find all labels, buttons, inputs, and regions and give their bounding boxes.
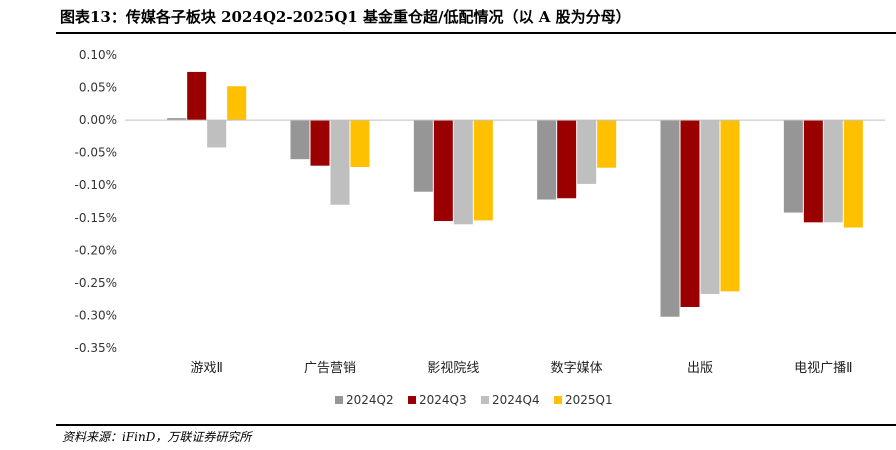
y-tick-label: -0.30% [75, 308, 117, 322]
bar-2024Q4 [577, 120, 597, 184]
category-label: 数字媒体 [551, 361, 603, 376]
bar-2025Q1 [720, 120, 740, 292]
bar-2024Q4 [207, 120, 227, 148]
y-tick-label: 0.10% [79, 48, 117, 62]
legend-label: 2025Q1 [565, 393, 613, 407]
category-label: 出版 [687, 361, 713, 376]
source-note: 资料来源：iFinD，万联证券研究所 [62, 430, 252, 444]
y-tick-label: 0.05% [79, 81, 117, 95]
bar-2024Q4 [453, 120, 473, 225]
legend-swatch [335, 396, 343, 404]
bars [167, 71, 863, 317]
y-tick-label: -0.20% [75, 243, 117, 257]
bar-2024Q2 [290, 120, 310, 160]
bar-2024Q4 [823, 120, 843, 223]
bar-chart: 0.10% 0.05% 0.00% -0.05% -0.10% -0.15% -0.20% -… [75, 48, 885, 407]
bar-2024Q3 [803, 120, 823, 223]
legend-swatch [408, 396, 416, 404]
title-underline [56, 32, 896, 34]
bar-2024Q4 [700, 120, 720, 294]
y-tick-label: 0.00% [79, 113, 117, 127]
bar-2025Q1 [843, 120, 863, 228]
legend: 2024Q2 2024Q3 2024Q4 2025Q1 [335, 393, 613, 407]
bar-2024Q2 [660, 120, 680, 317]
bar-2025Q1 [597, 120, 617, 168]
category-label: 影视院线 [427, 361, 479, 376]
legend-swatch [554, 396, 562, 404]
bar-2024Q3 [310, 120, 330, 166]
bar-2024Q2 [167, 118, 187, 121]
category-label: 电视广播Ⅱ [794, 361, 852, 376]
y-tick-label: -0.10% [75, 178, 117, 192]
bar-2024Q3 [433, 120, 453, 222]
bar-2024Q3 [680, 120, 700, 307]
bar-2024Q2 [537, 120, 557, 200]
legend-label: 2024Q4 [492, 393, 540, 407]
bar-2024Q3 [187, 71, 207, 121]
chart-title: 图表13：传媒各子板块 2024Q2-2025Q1 基金重仓超/低配情况（以 A… [60, 8, 631, 26]
bar-2024Q2 [413, 120, 433, 192]
y-tick-label: -0.05% [75, 146, 117, 160]
y-axis-ticks: 0.10% 0.05% 0.00% -0.05% -0.10% -0.15% -0.20% -… [75, 48, 117, 355]
legend-label: 2024Q3 [419, 393, 467, 407]
legend-swatch [481, 396, 489, 404]
category-label: 广告营销 [304, 361, 356, 376]
y-tick-label: -0.35% [75, 341, 117, 355]
category-labels: 游戏Ⅱ 广告营销 影视院线 数字媒体 出版 电视广播Ⅱ [190, 361, 852, 376]
bar-2025Q1 [227, 86, 247, 121]
y-tick-label: -0.25% [75, 276, 117, 290]
y-tick-label: -0.15% [75, 211, 117, 225]
bar-2024Q4 [330, 120, 350, 205]
legend-label: 2024Q2 [346, 393, 394, 407]
bar-2025Q1 [473, 120, 493, 221]
bar-2025Q1 [350, 120, 370, 167]
category-label: 游戏Ⅱ [190, 361, 222, 376]
footer-rule [56, 424, 896, 426]
bar-2024Q2 [783, 120, 803, 213]
bar-2024Q3 [557, 120, 577, 199]
